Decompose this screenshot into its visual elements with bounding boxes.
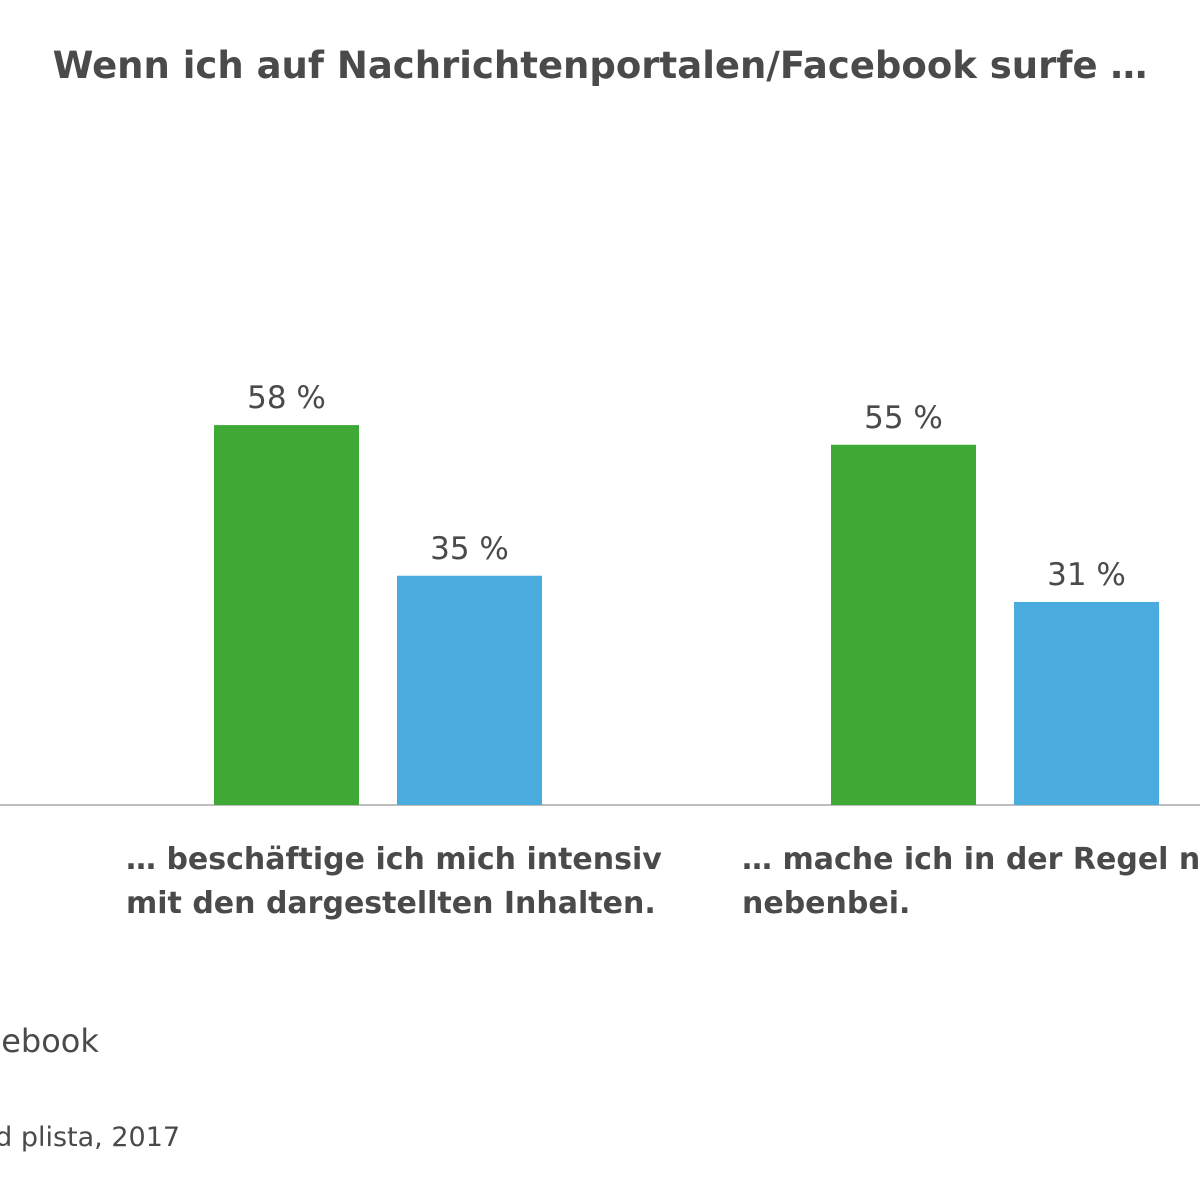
legend-entry: acebook — [0, 1022, 99, 1060]
chart-title: Wenn ich auf Nachrichtenportalen/Faceboo… — [52, 44, 1148, 87]
bar-series-2-category-2 — [1014, 601, 1159, 805]
bar-series-2-category-1 — [397, 575, 542, 805]
category-label-1-line-2: mit den dargestellten Inhalten. — [126, 886, 656, 921]
category-label-1: … beschäftige ich mich intensiv mit den … — [126, 838, 662, 926]
bar-series-1-category-1 — [214, 425, 359, 805]
source-note: nd plista, 2017 — [0, 1122, 181, 1153]
data-label-series-2-category-1: 35 % — [430, 531, 509, 567]
category-label-2-line-1: … mache ich in der Regel nich — [742, 842, 1200, 877]
category-label-2-line-2: nebenbei. — [742, 886, 911, 921]
data-label-series-1-category-2: 55 % — [864, 400, 943, 436]
data-label-series-1-category-1: 58 % — [247, 380, 326, 416]
category-label-1-line-1: … beschäftige ich mich intensiv — [126, 842, 662, 877]
category-label-2: … mache ich in der Regel nich nebenbei. — [742, 838, 1200, 926]
bar-series-1-category-2 — [831, 444, 976, 805]
data-label-series-2-category-2: 31 % — [1047, 557, 1126, 593]
